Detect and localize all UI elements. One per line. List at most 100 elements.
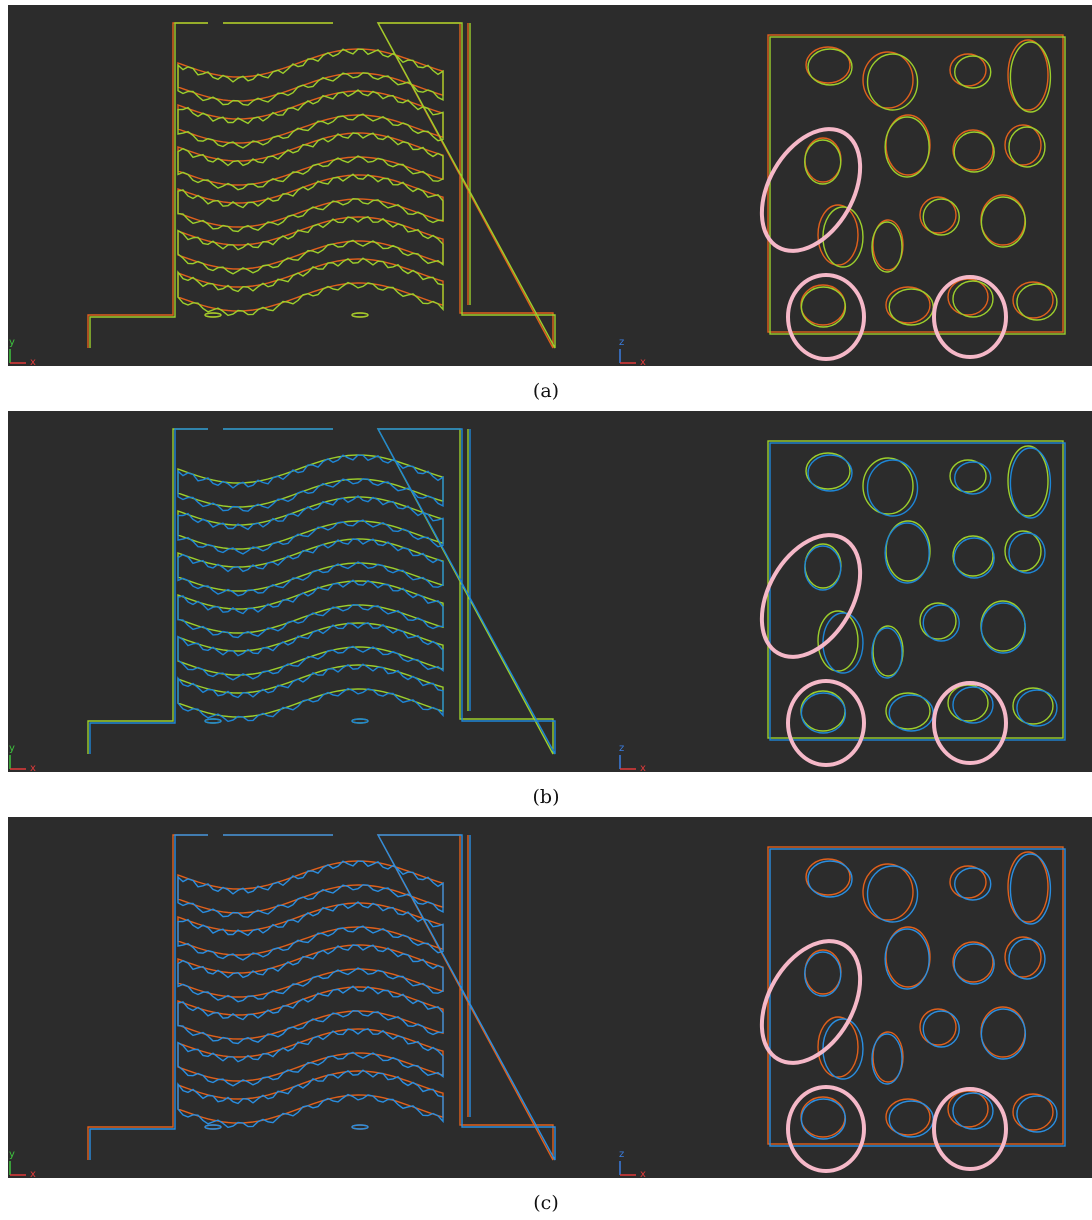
hole-outline	[948, 1091, 988, 1127]
render-view: y x z x	[8, 411, 1092, 772]
hole-outline	[805, 546, 841, 590]
hole-outline	[801, 693, 845, 733]
page: yxzx(a)yxzx(b)yxzx(c) (() => { const dat…	[0, 0, 1092, 1220]
part-outline	[88, 835, 553, 1160]
hole-outline	[1010, 854, 1050, 924]
part-outline	[90, 23, 555, 348]
hole-outline	[981, 603, 1025, 653]
hole-outline	[801, 691, 845, 731]
part-outline	[205, 313, 221, 317]
hole-outline	[981, 601, 1025, 651]
hole-outline	[801, 285, 845, 325]
hole-outline	[872, 1034, 902, 1084]
hole-outline	[1017, 690, 1057, 726]
hole-outline	[889, 289, 933, 325]
hole-outline	[954, 132, 994, 172]
axis-h-label: x	[640, 1169, 646, 1178]
axis-h-label: x	[640, 763, 646, 772]
part-outline	[178, 49, 443, 101]
hole-outline	[872, 222, 902, 272]
hole-outline	[923, 605, 959, 641]
hole-outline	[801, 287, 845, 327]
part-outline	[90, 429, 555, 754]
hole-outline	[805, 140, 841, 184]
hole-outline	[1010, 448, 1050, 518]
hole-outline	[981, 1009, 1025, 1059]
part-outline	[205, 719, 221, 723]
hole-outline	[1017, 284, 1057, 320]
part-outline	[352, 1125, 368, 1129]
hole-outline	[808, 49, 852, 85]
hole-outline	[1013, 688, 1053, 724]
highlight-circle	[742, 112, 881, 268]
highlight-circle	[742, 924, 881, 1080]
hole-outline	[1009, 533, 1045, 573]
hole-outline	[981, 195, 1025, 245]
hole-outline	[948, 685, 988, 721]
axis-v-label: y	[9, 1149, 15, 1160]
render: y x z x	[8, 5, 1092, 366]
hole-outline	[805, 950, 841, 994]
hole-outline	[948, 279, 988, 315]
axis-v-label: y	[9, 337, 15, 348]
axis-h-label: x	[640, 357, 646, 366]
hole-outline	[885, 929, 929, 989]
hole-outline	[1013, 1094, 1053, 1130]
hole-outline	[923, 1011, 959, 1047]
axis-h-label: x	[30, 357, 36, 366]
hole-outline	[981, 1007, 1025, 1057]
hole-outline	[1005, 125, 1041, 165]
hole-outline	[872, 628, 902, 678]
caption: (c)	[0, 1192, 1092, 1214]
render: y x z x	[8, 411, 1092, 772]
part-outline	[352, 313, 368, 317]
part-outline	[90, 835, 555, 1160]
hole-outline	[1005, 531, 1041, 571]
hole-outline	[1005, 937, 1041, 977]
hole-outline	[885, 523, 929, 583]
hole-outline	[1013, 282, 1053, 318]
hole-outline	[954, 538, 994, 578]
render-view: yxzx	[8, 817, 1092, 1178]
hole-outline	[953, 1093, 993, 1129]
hole-outline	[805, 952, 841, 996]
caption: (a)	[0, 380, 1092, 402]
hole-outline	[818, 205, 858, 265]
axis-h-label: x	[30, 763, 36, 772]
hole-outline	[808, 861, 852, 897]
axis-v-label: y	[9, 743, 15, 754]
hole-outline	[808, 455, 852, 491]
hole-outline	[889, 695, 933, 731]
hole-outline	[863, 458, 913, 514]
hole-outline	[863, 52, 913, 108]
hole-outline	[805, 544, 841, 588]
hole-outline	[1008, 446, 1048, 516]
axis-v-label: z	[619, 1149, 624, 1160]
highlight-circle	[742, 518, 881, 674]
axis-v-label: z	[619, 743, 624, 754]
hole-outline	[868, 460, 918, 516]
hole-outline	[1010, 42, 1050, 112]
axis-v-label: z	[619, 337, 624, 348]
hole-outline	[863, 864, 913, 920]
hole-outline	[923, 199, 959, 235]
caption: (b)	[0, 786, 1092, 808]
render-view: y x z x	[8, 5, 1092, 366]
hole-outline	[805, 138, 841, 182]
hole-outline	[954, 944, 994, 984]
part-outline	[178, 455, 443, 507]
part-outline	[352, 719, 368, 723]
hole-outline	[818, 611, 858, 671]
hole-outline	[868, 866, 918, 922]
hole-outline	[1008, 40, 1048, 110]
hole-outline	[1017, 1096, 1057, 1132]
hole-outline	[1009, 939, 1045, 979]
hole-outline	[1008, 852, 1048, 922]
hole-outline	[953, 281, 993, 317]
part-outline	[88, 23, 553, 348]
hole-outline	[953, 687, 993, 723]
hole-outline	[801, 1097, 845, 1137]
part-outline	[88, 429, 553, 754]
hole-outline	[801, 1099, 845, 1139]
